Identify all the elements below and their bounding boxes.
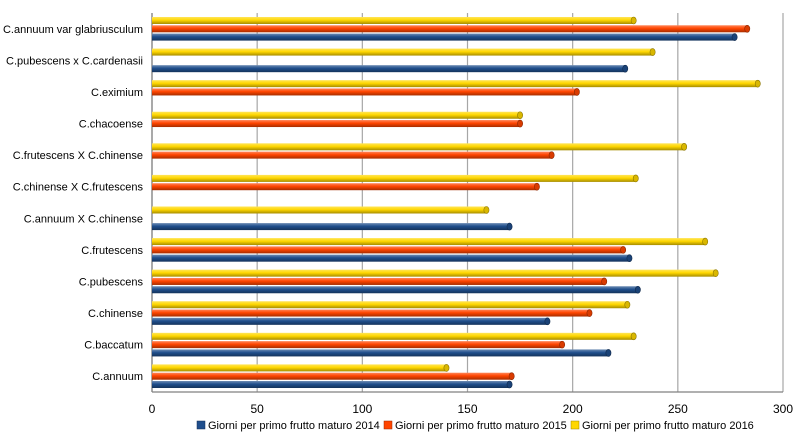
x-tick-label-300: 300 [773, 402, 793, 416]
bar-c-chinense-x-c-frutescens-2 [152, 183, 537, 191]
bar-cap-c-eximium-2 [573, 88, 580, 96]
bar-c-pubescens-2 [152, 277, 605, 285]
bar-c-frutescens-3 [152, 238, 706, 246]
bar-cap-c-chinense-1 [544, 317, 551, 326]
bar-c-chinense-3 [152, 301, 628, 309]
bar-cap-c-annuum-1 [506, 380, 513, 389]
category-label-c-annuum-x-c-chinense: C.annuum X C.chinense [24, 213, 143, 225]
x-tick-labels: 0 50 100 150 200 250 300 [149, 402, 794, 416]
legend-label-1: Giorni per primo frutto maturo 2014 [208, 420, 380, 432]
bar-cap-c-frutescens-1 [626, 254, 633, 262]
bar-cap-c-annuum-var-glabriusculum-3 [630, 16, 637, 25]
gridlines [151, 13, 784, 392]
bar-cap-c-pubescens-2 [601, 277, 608, 286]
category-label-c-eximium: C.eximium [91, 87, 143, 99]
bar-cap-c-baccatum-3 [630, 332, 637, 341]
bar-cap-c-frutescens-2 [620, 246, 627, 254]
bar-c-annuum-3 [152, 364, 447, 372]
bar-cap-c-pubescens-1 [634, 285, 641, 294]
bar-c-baccatum-3 [152, 332, 634, 340]
category-label-c-chacoense: C.chacoense [79, 119, 143, 131]
bar-cap-c-frutescens-3 [702, 237, 709, 246]
category-labels: C.annuum C.baccatum C.chinense C.pubescens C… [3, 24, 144, 383]
bar-c-frutescens-1 [152, 254, 630, 262]
bar-c-frutescens-x-c-chinense-3 [152, 143, 685, 151]
bar-c-chinense-1 [152, 317, 548, 325]
category-label-c-chinense-x-c-frutescens: C.chinense X C.frutescens [13, 182, 144, 194]
x-tick-label-50: 50 [250, 402, 264, 416]
bar-c-pubescens-x-c-cardenasii-1 [152, 65, 626, 73]
bar-cap-c-pubescens-3 [712, 269, 719, 277]
bar-cap-c-chacoense-2 [517, 119, 523, 128]
bar-c-eximium-2 [152, 88, 577, 96]
bar-c-pubescens-x-c-cardenasii-3 [152, 48, 653, 56]
bar-cap-c-pubescens-x-c-cardenasii-3 [649, 48, 656, 56]
bar-c-baccatum-1 [152, 349, 609, 357]
bars [152, 16, 761, 389]
category-label-c-frutescens: C.frutescens [81, 245, 143, 257]
category-label-c-frutescens-x-c-chinense: C.frutescens X C.chinense [13, 150, 143, 162]
bar-cap-c-chinense-3 [624, 300, 631, 309]
bar-c-annuum-var-glabriusculum-3 [152, 16, 634, 24]
bar-cap-c-annuum-x-c-chinense-3 [483, 206, 490, 214]
legend-label-3: Giorni per primo frutto maturo 2016 [582, 420, 754, 432]
bar-c-chacoense-2 [152, 120, 521, 128]
category-label-c-chinense: C.chinense [88, 308, 143, 320]
bar-cap-c-annuum-x-c-chinense-1 [506, 222, 513, 231]
bar-c-annuum-x-c-chinense-3 [152, 206, 487, 214]
bar-c-annuum-2 [152, 372, 512, 380]
legend-swatch-1 [196, 420, 206, 430]
bar-cap-c-pubescens-x-c-cardenasii-1 [622, 64, 629, 73]
category-label-c-pubescens-x-c-cardenasii: C.pubescens x C.cardenasii [6, 55, 143, 67]
bar-cap-c-chinense-x-c-frutescens-2 [534, 182, 540, 191]
bar-c-chacoense-3 [152, 111, 521, 119]
bar-c-annuum-1 [152, 381, 510, 389]
bar-c-eximium-3 [152, 80, 758, 88]
bar-cap-c-frutescens-x-c-chinense-2 [548, 151, 555, 159]
legend-swatch-3 [570, 420, 580, 430]
x-tick-label-100: 100 [352, 402, 372, 416]
bar-c-frutescens-2 [152, 246, 624, 254]
x-tick-label-0: 0 [149, 402, 156, 416]
axes [151, 13, 783, 393]
category-label-c-pubescens: C.pubescens [79, 276, 144, 288]
category-label-c-baccatum: C.baccatum [84, 340, 143, 352]
bar-cap-c-annuum-var-glabriusculum-1 [731, 33, 738, 41]
bar-c-pubescens-3 [152, 269, 716, 277]
bar-cap-c-annuum-3 [443, 364, 450, 372]
bar-c-annuum-var-glabriusculum-2 [152, 25, 748, 33]
bar-cap-c-annuum-var-glabriusculum-2 [744, 24, 751, 33]
legend-label-2: Giorni per primo frutto maturo 2015 [395, 420, 567, 432]
bar-cap-c-chinense-x-c-frutescens-3 [632, 174, 639, 183]
bar-cap-c-chinense-2 [586, 309, 593, 317]
bar-cap-c-frutescens-x-c-chinense-3 [681, 143, 688, 151]
bar-c-annuum-var-glabriusculum-1 [152, 33, 735, 41]
bar-c-pubescens-1 [152, 286, 638, 294]
bar-c-frutescens-x-c-chinense-2 [152, 151, 552, 159]
bar-cap-c-baccatum-1 [605, 349, 612, 357]
category-label-c-annuum: C.annuum [92, 371, 143, 383]
legend-swatch-2 [383, 420, 393, 430]
bar-c-annuum-x-c-chinense-1 [152, 223, 510, 231]
category-label-c-annuum-var-glabriusculum: C.annuum var glabriusculum [3, 24, 143, 36]
bar-c-chinense-x-c-frutescens-3 [152, 174, 636, 182]
legend: Giorni per primo frutto maturo 2014 Giorn… [196, 420, 754, 432]
bar-cap-c-annuum-2 [508, 372, 515, 381]
x-tick-label-200: 200 [563, 402, 583, 416]
bar-c-baccatum-2 [152, 341, 563, 349]
x-tick-label-250: 250 [668, 402, 688, 416]
x-tick-label-150: 150 [457, 402, 477, 416]
bar-cap-c-chacoense-3 [517, 111, 523, 120]
bar-c-chinense-2 [152, 309, 590, 317]
bar-cap-c-eximium-3 [754, 79, 761, 88]
bar-cap-c-baccatum-2 [559, 340, 566, 349]
